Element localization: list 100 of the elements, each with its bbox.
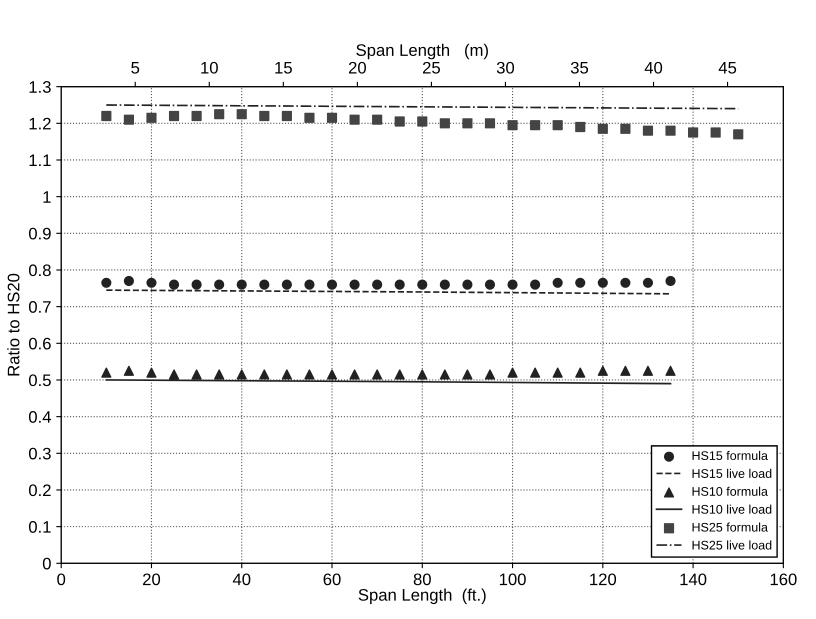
point xyxy=(372,369,382,380)
point xyxy=(168,369,180,380)
point xyxy=(642,366,654,376)
point xyxy=(484,118,496,128)
x-tick-label: 0 xyxy=(57,573,66,586)
legend-label: HS25 formula xyxy=(692,522,768,532)
point xyxy=(440,280,450,290)
x2-axis-title: Span Length (m) xyxy=(356,44,488,60)
legend-label: HS15 formula xyxy=(692,450,768,460)
point xyxy=(462,369,472,380)
legend-label: HS10 live load xyxy=(692,504,772,514)
point xyxy=(417,369,428,380)
point xyxy=(326,369,338,380)
x-tick-label: 80 xyxy=(414,573,431,586)
point xyxy=(101,368,112,378)
point xyxy=(259,280,270,290)
point xyxy=(326,280,338,290)
x-tick-label: 100 xyxy=(500,573,526,586)
x2-tick-label: 10 xyxy=(201,62,218,74)
point xyxy=(349,369,360,380)
point xyxy=(417,116,428,127)
y-tick-label: 0.9 xyxy=(28,228,51,240)
point xyxy=(236,280,247,290)
point xyxy=(214,369,224,380)
point xyxy=(124,276,134,286)
point xyxy=(124,366,134,376)
point xyxy=(192,280,202,290)
y-tick-label: 1 xyxy=(43,191,51,203)
y-tick-label: 1.3 xyxy=(30,81,51,93)
point xyxy=(282,369,292,380)
point xyxy=(642,126,654,136)
y-tick-label: 0.7 xyxy=(28,301,51,313)
point xyxy=(620,278,630,288)
x-tick-label: 120 xyxy=(590,573,616,586)
point xyxy=(168,110,180,122)
point xyxy=(440,118,450,128)
point xyxy=(642,278,654,288)
x2-tick-label: 40 xyxy=(644,62,662,74)
legend-label: HS15 live load xyxy=(692,468,772,478)
y-tick-label: 0.2 xyxy=(28,484,51,496)
point xyxy=(304,280,315,290)
y-tick-label: 1.2 xyxy=(30,118,51,130)
point xyxy=(146,278,157,288)
y-tick-label: 0 xyxy=(42,558,51,570)
point xyxy=(214,109,224,120)
point xyxy=(259,369,270,380)
point xyxy=(192,369,202,380)
point xyxy=(440,369,450,380)
x-tick-label: 140 xyxy=(680,573,706,586)
y-tick-label: 0.5 xyxy=(28,374,51,386)
point xyxy=(484,280,496,290)
point xyxy=(236,109,247,120)
point xyxy=(552,368,563,378)
x-axis-title: Span Length (ft.) xyxy=(358,588,486,604)
point xyxy=(394,280,405,290)
point xyxy=(124,114,134,125)
y-tick-label: 0.1 xyxy=(28,521,51,533)
x2-tick-label: 25 xyxy=(422,62,440,74)
point xyxy=(620,366,630,376)
x-tick-label: 60 xyxy=(324,573,341,586)
point xyxy=(462,118,472,128)
point xyxy=(349,114,360,125)
point xyxy=(507,280,518,290)
point xyxy=(192,110,202,122)
point xyxy=(304,112,315,123)
point xyxy=(575,122,586,132)
y-tick-label: 0.8 xyxy=(28,264,51,276)
point xyxy=(168,280,180,290)
point xyxy=(530,280,540,290)
point xyxy=(417,280,428,290)
x-tick-label: 40 xyxy=(232,573,250,586)
point xyxy=(665,366,676,376)
point xyxy=(620,124,630,134)
point xyxy=(394,369,405,380)
y-tick-label: 0.4 xyxy=(28,411,51,423)
y-tick-label: 0.3 xyxy=(28,448,51,460)
point xyxy=(146,112,157,123)
point xyxy=(575,368,586,378)
point xyxy=(598,278,608,288)
point xyxy=(101,278,112,288)
point xyxy=(394,116,405,127)
legend-label: HS25 live load xyxy=(692,540,772,550)
y-axis-title: Ratio to HS20 xyxy=(7,274,20,376)
x2-tick-label: 35 xyxy=(570,62,588,74)
point xyxy=(688,127,698,138)
x2-tick-label: 15 xyxy=(275,62,292,74)
point xyxy=(282,110,292,122)
point xyxy=(552,120,563,130)
y-tick-label: 0.6 xyxy=(28,338,51,350)
point xyxy=(214,280,224,290)
point xyxy=(598,124,608,134)
point xyxy=(575,278,586,288)
point xyxy=(146,368,157,378)
point xyxy=(484,369,496,380)
point xyxy=(304,369,315,380)
x2-tick-label: 45 xyxy=(718,62,736,74)
point xyxy=(733,129,744,140)
point xyxy=(530,120,540,130)
x-tick-label: 20 xyxy=(143,573,160,586)
point xyxy=(349,280,360,290)
